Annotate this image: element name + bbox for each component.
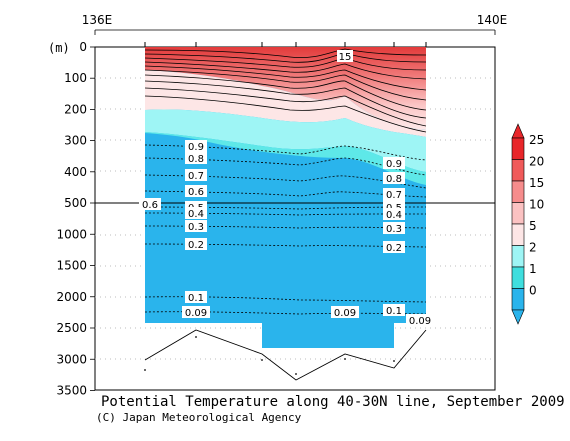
thermocline-contours [144,48,427,133]
contour-label: 0.2 [386,243,402,254]
colorbar-segment [511,245,525,268]
colorbar-tick-label: 1 [529,262,537,276]
contour-label-bg [185,185,207,197]
colorbar-segment [511,159,525,182]
colorbar-segment [511,180,525,203]
contour-label-bg [185,140,207,152]
contour-label-bg [383,208,405,220]
contour-label: 0.4 [386,210,402,221]
chart-credit: (C) Japan Meteorological Agency [96,411,302,424]
colorbar-tick-label: 15 [529,176,544,190]
contour-label-bg [383,188,405,200]
colorbar-tick-label: 10 [529,198,544,212]
y-tick-label: 2000 [56,290,87,304]
colorbar-tick-label: 5 [529,219,537,233]
station-ticks [144,42,427,47]
contour-label: 0.1 [386,306,402,317]
contour-label-bg [182,306,210,318]
contour-label-bg [383,172,405,184]
colorbar-tick-label: 0 [529,284,537,298]
contour-label-bg [383,304,405,316]
contour-label-bg [185,238,207,250]
x-label-right: 140E [477,13,508,27]
colorbar-segment [511,223,525,246]
y-axis: (m) 0 100 200 300 400 500 1000 1500 2000 2500 3000… [48,40,95,398]
colorbar-tick-label: 2 [529,241,537,255]
y-tick-label: 200 [64,102,87,116]
topography-dots [144,336,395,375]
x-label-left: 136E [82,13,113,27]
chart-title: Potential Temperature along 40-30N line,… [101,394,565,410]
y-tick-label: 2500 [56,321,87,335]
contour-labels: 150.90.80.70.60.50.40.30.20.10.090.90.80… [139,50,434,327]
contour-label: 0.9 [386,159,402,170]
contour-label-bg [185,220,207,232]
contour-label: 0.2 [188,240,204,251]
y-tick-label: 400 [64,165,87,179]
contour-label: 0.3 [386,224,402,235]
colorbar-segment [511,137,525,160]
y-tick-label: 0 [79,40,87,54]
contour-label-bg [331,306,359,318]
contour-label-bg [383,157,405,169]
contour-label-bg [185,169,207,181]
contour-label: 0.8 [386,174,402,185]
contour-label: 0.6 [142,200,158,211]
y-tick-label: 3500 [56,384,87,398]
contour-label: 0.7 [386,190,402,201]
contour-label: 0.09 [409,316,431,327]
contour-label: 0.9 [188,142,204,153]
y-tick-label: 1500 [56,259,87,273]
contour-label: 0.8 [188,154,204,165]
y-axis-unit: (m) [48,41,70,55]
contour-label-bg [185,152,207,164]
contour-label-bg [185,291,207,303]
contour-label-bg [185,207,207,219]
contour-label: 0.6 [188,187,204,198]
colorbar-tick-label: 20 [529,155,544,169]
contour-label: 0.09 [334,308,356,319]
colorbar-bottom-arrow [511,309,525,325]
colorbar-segment [511,288,525,311]
y-tick-label: 100 [64,71,87,85]
contour-label: 0.1 [188,293,204,304]
contour-label: 0.7 [188,171,204,182]
y-tick-label: 500 [64,196,87,210]
contour-label: 15 [339,52,352,63]
colorbar-tick-label: 25 [529,133,544,147]
contour-label: 0.4 [188,209,204,220]
colorbar-top-arrow [511,123,525,139]
contour-label-bg [406,314,434,326]
contour-label-bg [337,50,353,62]
y-tick-label: 300 [64,134,87,148]
colorbar-segment [511,266,525,289]
contour-label: 0.09 [185,308,207,319]
bottom-topography [144,329,427,381]
contour-label: 0.3 [188,222,204,233]
y-tick-label: 3000 [56,352,87,366]
colorbar-segment [511,202,525,225]
contour-label-bg [383,222,405,234]
contour-label-bg [139,198,161,210]
y-tick-label: 1000 [56,227,87,241]
contour-label-bg [383,241,405,253]
